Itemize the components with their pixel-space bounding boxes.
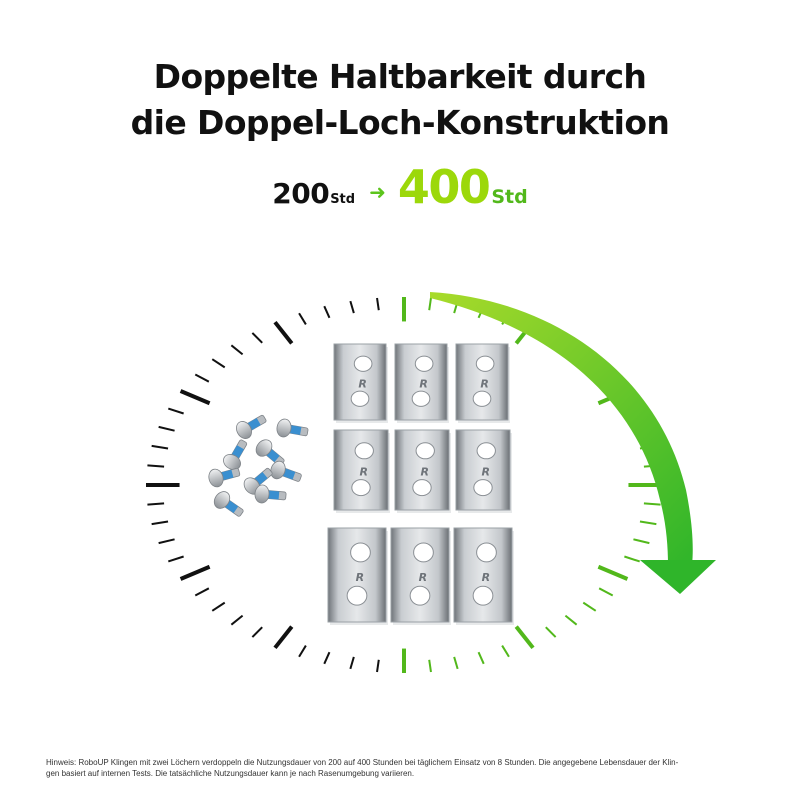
brand-logo-icon: R (480, 378, 488, 391)
blade: R (333, 343, 388, 423)
dial-minor-tick (323, 305, 331, 319)
dial-minor-tick (230, 614, 244, 626)
dial-minor-tick (194, 373, 210, 383)
headline-line-2: die Doppel-Loch-Konstruktion (130, 103, 670, 142)
blade-grid: R R R R R R R R R (327, 343, 514, 625)
dial-minor-tick (298, 645, 307, 658)
dial-minor-tick (151, 444, 169, 450)
footnote: Hinweis: RoboUP Klingen mit zwei Löchern… (46, 757, 761, 779)
blade: R (453, 527, 514, 625)
old-hours-value: 200 (272, 177, 330, 210)
dial-minor-tick (639, 520, 657, 526)
brand-logo-icon: R (482, 571, 490, 584)
dial-minor-tick (151, 520, 169, 526)
dial-minor-tick (230, 344, 244, 356)
dial-minor-tick (624, 555, 641, 563)
screw (254, 484, 287, 504)
dial-minor-tick (194, 587, 210, 597)
dial-minor-tick (211, 601, 226, 612)
dial-minor-tick (167, 555, 184, 563)
brand-logo-icon: R (419, 378, 427, 391)
dial-minor-tick (251, 332, 263, 344)
old-hours-unit: Std (330, 192, 356, 207)
dial-minor-tick (428, 297, 432, 311)
dial-minor-tick (582, 601, 597, 612)
new-hours-unit: Std (491, 186, 528, 208)
dial-minor-tick (453, 656, 459, 670)
blade: R (455, 343, 510, 423)
arrow-head-icon (640, 560, 716, 594)
screw (236, 414, 267, 439)
blade: R (455, 429, 512, 513)
dial-minor-tick (376, 659, 380, 673)
screw-pile (208, 414, 309, 517)
dial-minor-tick (428, 659, 432, 673)
brand-logo-icon: R (358, 378, 366, 391)
dial-minor-tick (158, 538, 175, 545)
new-hours-value: 400 (397, 160, 491, 214)
dial-minor-tick (349, 656, 355, 670)
headline-line-1: Doppelte Haltbarkeit durch (153, 57, 647, 96)
footnote-line-1: Hinweis: RoboUP Klingen mit zwei Löchern… (46, 758, 679, 767)
dial-minor-tick (147, 502, 165, 506)
blade: R (390, 527, 451, 625)
dial-minor-tick (167, 407, 184, 415)
screw (270, 460, 302, 482)
dial-minor-tick (643, 502, 661, 506)
right-arrow-icon: ➜ (369, 180, 386, 204)
blade: R (333, 429, 390, 513)
progress-arc (430, 292, 693, 565)
dial-minor-tick (545, 626, 557, 638)
durability-comparison: 200 Std ➜ 400 Std (0, 160, 800, 214)
dial-minor-tick (564, 614, 578, 626)
dial-minor-tick (298, 312, 307, 325)
screw (223, 439, 248, 470)
brand-logo-icon: R (356, 571, 364, 584)
brand-logo-icon: R (481, 466, 489, 479)
screw (276, 418, 309, 438)
brand-logo-icon: R (420, 466, 428, 479)
dial-major-tick (179, 564, 211, 581)
dial-minor-tick (323, 651, 331, 665)
screw (208, 467, 241, 488)
progress-arrow (430, 292, 716, 594)
brand-logo-icon: R (359, 466, 367, 479)
dial-major-tick (273, 625, 294, 650)
dial-minor-tick (477, 651, 485, 665)
dial-major-tick (514, 625, 535, 650)
dial-minor-tick (633, 538, 650, 545)
dial-minor-tick (376, 297, 380, 311)
footnote-line-2: gen basiert auf internen Tests. Die tats… (46, 769, 415, 778)
dial-minor-tick (598, 587, 614, 597)
blade: R (394, 429, 451, 513)
screw (213, 491, 244, 517)
dial-major-tick (273, 320, 294, 345)
dial-major-tick (597, 564, 629, 581)
dial-minor-tick (211, 358, 226, 369)
dial-major-tick (179, 389, 211, 406)
dial-minor-tick (251, 626, 263, 638)
dial-minor-tick (147, 464, 165, 468)
blade: R (394, 343, 449, 423)
dial-minor-tick (501, 645, 510, 658)
blade: R (327, 527, 388, 625)
dial-minor-tick (349, 300, 355, 314)
headline: Doppelte Haltbarkeit durch die Doppel-Lo… (0, 54, 800, 146)
brand-logo-icon: R (419, 571, 427, 584)
dial-minor-tick (158, 425, 175, 432)
